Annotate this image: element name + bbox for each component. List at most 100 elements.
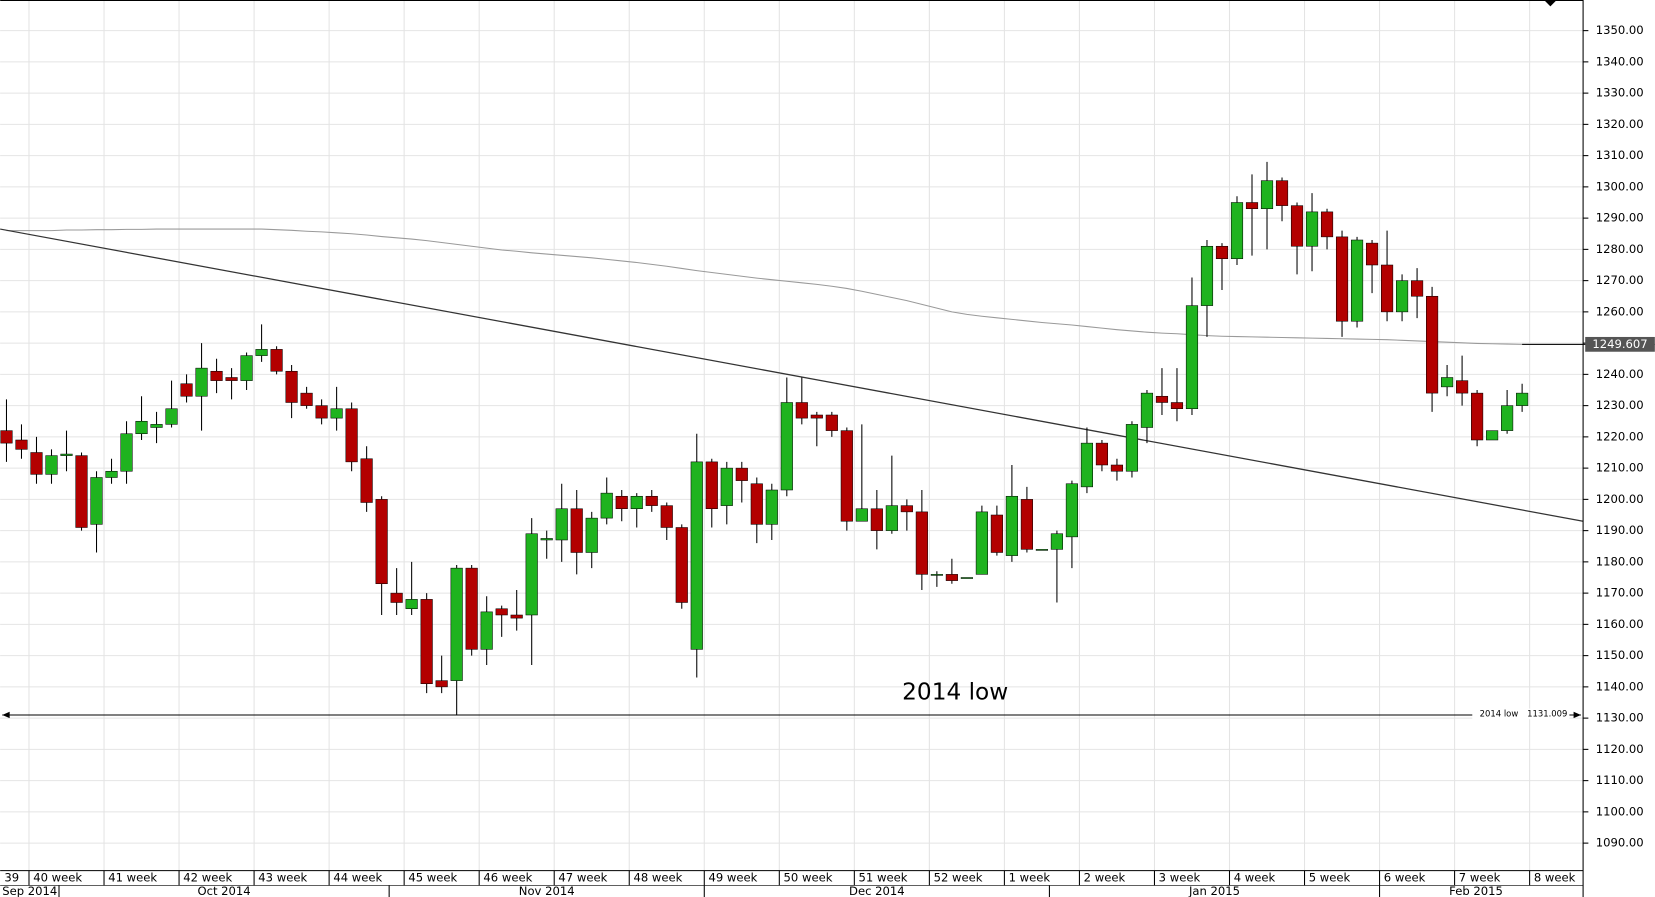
- candle-body: [810, 414, 823, 419]
- candle-body: [1155, 395, 1169, 403]
- candle-body: [1365, 242, 1379, 266]
- y-tick-label: 1110.00: [1596, 773, 1644, 787]
- week-label: 8 week: [1534, 871, 1576, 885]
- month-label: Sep 2014: [2, 884, 57, 897]
- y-tick-label: 1180.00: [1596, 554, 1644, 568]
- candle-body: [1456, 380, 1469, 394]
- candle-body: [1080, 442, 1094, 488]
- week-label: 45 week: [408, 871, 457, 885]
- candle-body: [15, 439, 28, 450]
- week-label: 4 week: [1234, 871, 1276, 885]
- week-label: 52 week: [934, 871, 983, 885]
- support-value: 1131.009: [1527, 708, 1567, 718]
- candle-body: [90, 477, 103, 525]
- month-label: Nov 2014: [519, 884, 575, 897]
- y-tick-label: 1290.00: [1596, 211, 1644, 225]
- week-label: 44 week: [333, 871, 382, 885]
- ma-last-label: 1249.607: [1592, 337, 1647, 351]
- candle-body: [240, 355, 253, 381]
- month-label: Jan 2015: [1188, 884, 1240, 897]
- candle-body: [1395, 280, 1409, 313]
- candle-body: [525, 533, 538, 616]
- month-label: Oct 2014: [197, 884, 250, 897]
- plot-area: 2014 low 1131.009 2014 low: [0, 161, 1584, 720]
- candle-body: [510, 614, 523, 619]
- candle-body: [225, 377, 238, 381]
- y-tick-label: 1320.00: [1596, 117, 1644, 131]
- candle-body: [0, 430, 13, 444]
- candle-body: [30, 452, 43, 475]
- candle-body: [1350, 239, 1364, 322]
- ma-last-box: [1585, 336, 1655, 352]
- candle-body: [165, 408, 178, 425]
- candle-body: [120, 433, 133, 472]
- candle-body: [1200, 245, 1214, 306]
- candle-body: [75, 455, 88, 528]
- candle-body: [870, 508, 883, 531]
- candle-body: [930, 574, 943, 576]
- candle-body: [795, 402, 808, 419]
- arrow-head: [2, 711, 10, 719]
- week-label: 39: [4, 871, 19, 885]
- candle-body: [1411, 280, 1424, 297]
- candle-body: [615, 495, 628, 510]
- candle-body: [390, 592, 403, 603]
- week-label: 7 week: [1459, 871, 1501, 885]
- week-label: 46 week: [483, 871, 532, 885]
- week-label: 50 week: [784, 871, 833, 885]
- candle-body: [45, 455, 58, 475]
- y-tick-label: 1280.00: [1596, 242, 1644, 256]
- candle-body: [180, 383, 193, 397]
- trendline: [0, 228, 1584, 522]
- candle-body: [285, 370, 298, 403]
- week-label: 6 week: [1384, 871, 1426, 885]
- candle-body: [990, 514, 1003, 553]
- candle-body: [1501, 405, 1514, 431]
- candle-body: [1275, 180, 1289, 206]
- candle-body: [540, 538, 553, 541]
- y-tick-label: 1130.00: [1596, 711, 1644, 725]
- candle-body: [345, 408, 358, 463]
- candle-body: [465, 567, 478, 650]
- y-tick-label: 1210.00: [1596, 461, 1644, 475]
- candle-body: [1335, 236, 1349, 322]
- candle-body: [960, 577, 973, 579]
- candle-body: [735, 467, 748, 481]
- candle-body: [660, 505, 673, 528]
- support-name: 2014 low: [1480, 708, 1519, 718]
- moving-average: [6, 228, 1584, 345]
- candle-body: [1230, 202, 1244, 260]
- candle-body: [1516, 392, 1529, 406]
- month-label: Dec 2014: [849, 884, 905, 897]
- candle-body: [765, 489, 778, 525]
- candle-body: [405, 599, 418, 610]
- candle-body: [975, 511, 988, 575]
- candle-body: [1290, 205, 1304, 247]
- candle-body: [1065, 483, 1078, 538]
- candle-body: [645, 495, 658, 506]
- candle-body: [1320, 211, 1334, 238]
- candle-body: [330, 408, 343, 419]
- candle-body: [1125, 424, 1139, 472]
- candle-body: [885, 505, 898, 531]
- candle-body: [855, 508, 868, 522]
- candle-body: [825, 414, 838, 431]
- candle-body: [1486, 430, 1499, 441]
- candle-body: [1170, 402, 1184, 410]
- candle-body: [600, 492, 613, 519]
- candle-body: [315, 405, 328, 419]
- candle-body: [1020, 499, 1033, 550]
- y-tick-label: 1270.00: [1596, 273, 1644, 287]
- week-label: 43 week: [258, 871, 307, 885]
- candle-body: [1140, 392, 1154, 428]
- candle-body: [1380, 264, 1394, 313]
- candle-body: [1245, 202, 1259, 210]
- month-label: Feb 2015: [1449, 884, 1503, 897]
- candle-body: [1441, 377, 1454, 388]
- candle-body: [495, 608, 508, 616]
- candle-body: [840, 430, 853, 522]
- week-label: 1 week: [1009, 871, 1051, 885]
- y-tick-label: 1300.00: [1596, 179, 1644, 193]
- axes: 1090.00 1100.00 1110.00 1120.00 1130.00 1140.…: [2, 23, 1655, 897]
- candle-body: [555, 508, 568, 541]
